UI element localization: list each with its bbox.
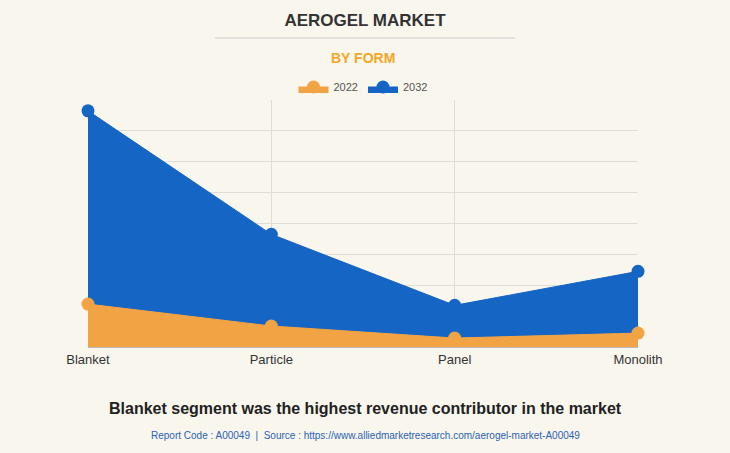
svg-text:Blanket segment was the highes: Blanket segment was the highest revenue … — [109, 400, 622, 417]
svg-text:Report Code : A00049 | Sourc: Report Code : A00049 | Source : https://… — [151, 430, 580, 441]
svg-text:AEROGEL MARKET: AEROGEL MARKET — [284, 11, 446, 30]
svg-text:Particle: Particle — [250, 352, 293, 367]
svg-text:BY FORM: BY FORM — [331, 50, 395, 66]
svg-text:Monolith: Monolith — [613, 352, 662, 367]
svg-text:2032: 2032 — [403, 81, 427, 93]
svg-text:Blanket: Blanket — [66, 352, 110, 367]
svg-text:2022: 2022 — [334, 81, 358, 93]
svg-text:Panel: Panel — [438, 352, 471, 367]
